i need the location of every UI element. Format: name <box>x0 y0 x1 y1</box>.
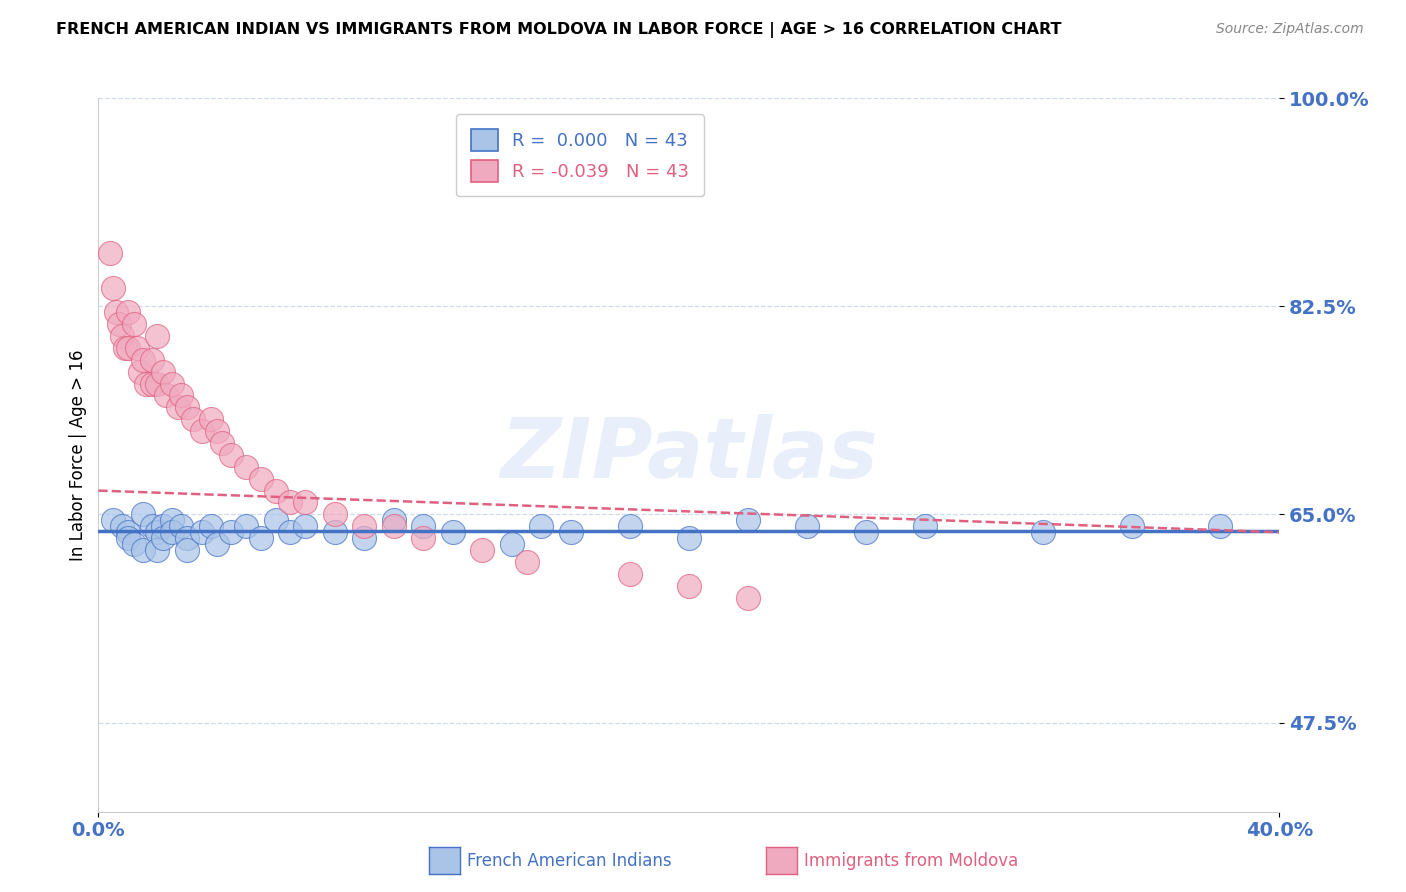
Point <box>128 365 150 379</box>
Point <box>382 513 405 527</box>
Point <box>530 519 553 533</box>
Point <box>152 365 174 379</box>
Point <box>111 329 134 343</box>
Point <box>250 472 273 486</box>
Point <box>219 525 242 540</box>
Point <box>619 519 641 533</box>
Point <box>152 519 174 533</box>
Point <box>1121 519 1143 533</box>
Point <box>471 543 494 558</box>
Point <box>191 525 214 540</box>
Point <box>111 519 134 533</box>
Point <box>122 537 145 551</box>
Point <box>146 543 169 558</box>
Point <box>294 495 316 509</box>
Point <box>103 513 125 527</box>
Point <box>146 525 169 540</box>
Point <box>294 519 316 533</box>
Point <box>441 525 464 540</box>
Text: FRENCH AMERICAN INDIAN VS IMMIGRANTS FROM MOLDOVA IN LABOR FORCE | AGE > 16 CORR: FRENCH AMERICAN INDIAN VS IMMIGRANTS FRO… <box>56 22 1062 38</box>
Point <box>125 341 148 355</box>
Point <box>117 525 139 540</box>
Point <box>278 525 302 540</box>
Point <box>200 519 222 533</box>
Point <box>141 376 163 391</box>
Point <box>353 519 375 533</box>
Point <box>162 376 183 391</box>
Point <box>122 317 145 331</box>
Point <box>737 513 759 527</box>
Point <box>117 341 139 355</box>
Text: Immigrants from Moldova: Immigrants from Moldova <box>804 852 1018 870</box>
Text: French American Indians: French American Indians <box>467 852 672 870</box>
Point <box>117 305 139 319</box>
Point <box>141 519 163 533</box>
Point <box>114 341 136 355</box>
Point <box>323 508 346 522</box>
Point <box>146 376 169 391</box>
Point <box>176 531 198 545</box>
Point <box>105 305 128 319</box>
Legend: R =  0.000   N = 43, R = -0.039   N = 43: R = 0.000 N = 43, R = -0.039 N = 43 <box>456 114 703 196</box>
Point <box>167 401 190 415</box>
Text: ZIPatlas: ZIPatlas <box>501 415 877 495</box>
Point <box>323 525 346 540</box>
Point <box>560 525 582 540</box>
Point <box>162 525 183 540</box>
Point <box>501 537 523 551</box>
Point <box>855 525 877 540</box>
Point <box>914 519 936 533</box>
Point <box>278 495 302 509</box>
Point <box>141 352 163 367</box>
Point <box>200 412 222 426</box>
Point <box>132 508 155 522</box>
Point <box>382 519 405 533</box>
Point <box>132 352 155 367</box>
Point <box>181 412 204 426</box>
Point <box>205 537 228 551</box>
Point <box>170 388 193 402</box>
Point <box>155 388 177 402</box>
Point <box>678 579 700 593</box>
Point <box>170 519 193 533</box>
Point <box>250 531 273 545</box>
Y-axis label: In Labor Force | Age > 16: In Labor Force | Age > 16 <box>69 349 87 561</box>
Point <box>412 531 434 545</box>
Point <box>1209 519 1232 533</box>
Point <box>353 531 375 545</box>
Point <box>412 519 434 533</box>
Text: Source: ZipAtlas.com: Source: ZipAtlas.com <box>1216 22 1364 37</box>
Point <box>264 513 287 527</box>
Point <box>146 329 169 343</box>
Point <box>162 513 183 527</box>
Point <box>678 531 700 545</box>
Point <box>132 543 155 558</box>
Point <box>152 531 174 545</box>
Point <box>515 555 537 569</box>
Point <box>737 591 759 605</box>
Point <box>191 424 214 438</box>
Point <box>205 424 228 438</box>
Point <box>98 245 121 260</box>
Point <box>264 483 287 498</box>
Point <box>619 566 641 581</box>
Point <box>176 543 198 558</box>
Point <box>235 459 257 474</box>
Point <box>219 448 242 462</box>
Point <box>235 519 257 533</box>
Point <box>103 281 125 295</box>
Point <box>108 317 131 331</box>
Point <box>117 531 139 545</box>
Point <box>135 376 157 391</box>
Point <box>1032 525 1054 540</box>
Point <box>211 436 233 450</box>
Point <box>796 519 818 533</box>
Point <box>176 401 198 415</box>
